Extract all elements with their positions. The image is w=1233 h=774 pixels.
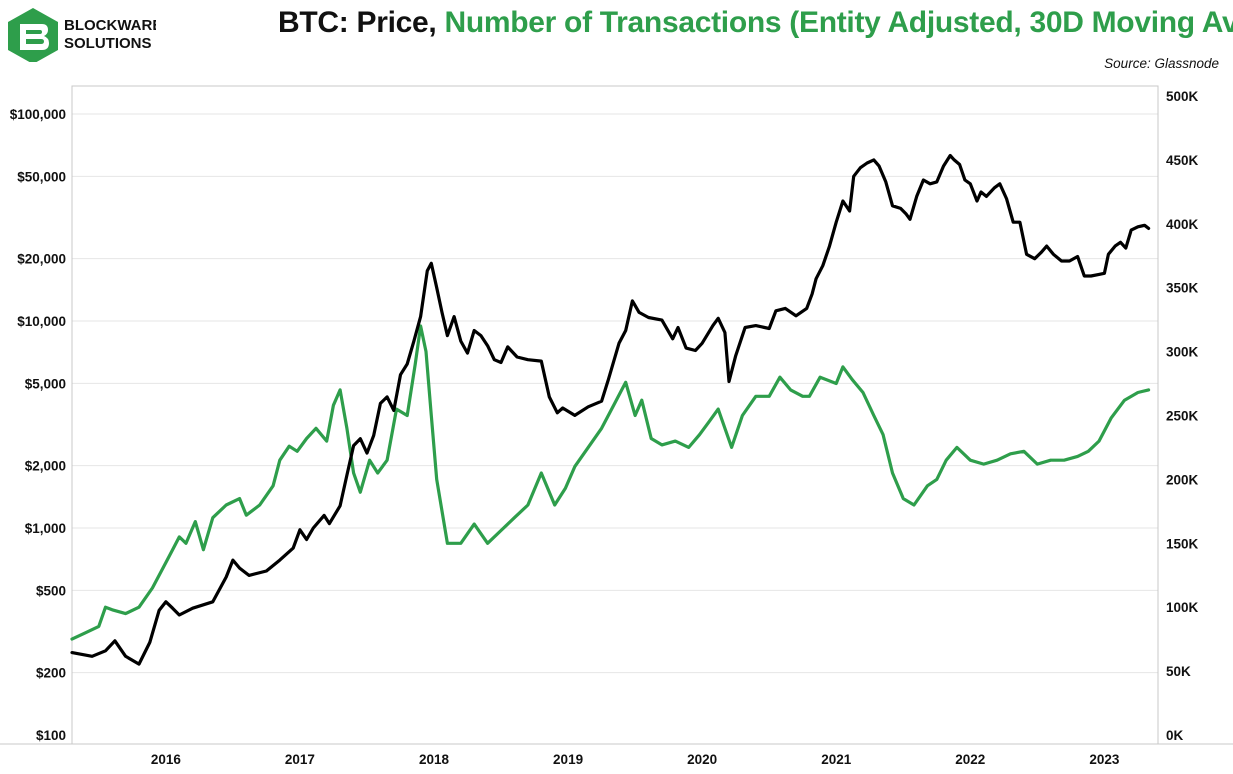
chart-title: BTC: Price, Number of Transactions (Enti… — [278, 6, 1233, 40]
y-left-tick-label: $1,000 — [25, 521, 66, 536]
x-tick-label: 2022 — [955, 752, 985, 767]
y-right-tick-label: 50K — [1166, 664, 1191, 679]
y-right-tick-label: 350K — [1166, 281, 1199, 296]
plot-frame — [71, 85, 1159, 745]
y-right-tick-label: 0K — [1166, 728, 1184, 743]
gridlines — [72, 113, 1158, 674]
series-layer — [70, 153, 1151, 666]
y-right-tick-label: 200K — [1166, 472, 1199, 487]
blockware-logo: BLOCKWARE SOLUTIONS — [8, 8, 156, 62]
x-tick-label: 2019 — [553, 752, 583, 767]
y-right-tick-label: 500K — [1166, 89, 1199, 104]
x-tick-label: 2017 — [285, 752, 315, 767]
x-tick-label: 2020 — [687, 752, 717, 767]
y-right-tick-label: 150K — [1166, 536, 1199, 551]
x-tick-label: 2018 — [419, 752, 450, 767]
y-left-tick-label: $100,000 — [10, 107, 66, 122]
logo-mark — [8, 8, 58, 62]
y-right-tick-label: 100K — [1166, 600, 1199, 615]
y-left-tick-label: $5,000 — [25, 376, 66, 391]
y-right-tick-label: 400K — [1166, 217, 1199, 232]
title-price: BTC: Price, — [278, 6, 445, 39]
y-right-tick-label: 450K — [1166, 153, 1199, 168]
y-left-tick-label: $100 — [36, 728, 66, 743]
y-left-tick-label: $50,000 — [17, 169, 66, 184]
y-left-tick-label: $20,000 — [17, 252, 66, 267]
y-left-tick-label: $2,000 — [25, 459, 66, 474]
source-note: Source: Glassnode — [1104, 56, 1219, 71]
brand-line2: SOLUTIONS — [64, 35, 152, 52]
y-axis-left: $100 $200 $500 $1,000 $2,000 $5,000 $10,000 $20… — [10, 107, 66, 743]
y-left-tick-label: $10,000 — [17, 314, 66, 329]
transactions-line — [70, 324, 1151, 641]
y-right-tick-label: 250K — [1166, 409, 1199, 424]
title-transactions: Number of Transactions (Entity Adjusted,… — [444, 6, 1233, 39]
x-axis: 2016 2017 2018 2019 2020 2021 2022 2023 — [151, 752, 1120, 767]
x-tick-label: 2016 — [151, 752, 182, 767]
y-right-tick-label: 300K — [1166, 345, 1199, 360]
x-tick-label: 2021 — [821, 752, 852, 767]
price-line — [70, 153, 1151, 666]
x-tick-label: 2023 — [1089, 752, 1120, 767]
brand-line1: BLOCKWARE — [64, 17, 156, 34]
y-axis-right: 0K 50K 100K 150K 200K 250K 300K 350K 400K 450K 500… — [1166, 89, 1199, 743]
y-left-tick-label: $200 — [36, 666, 66, 681]
y-left-tick-label: $500 — [36, 583, 66, 598]
